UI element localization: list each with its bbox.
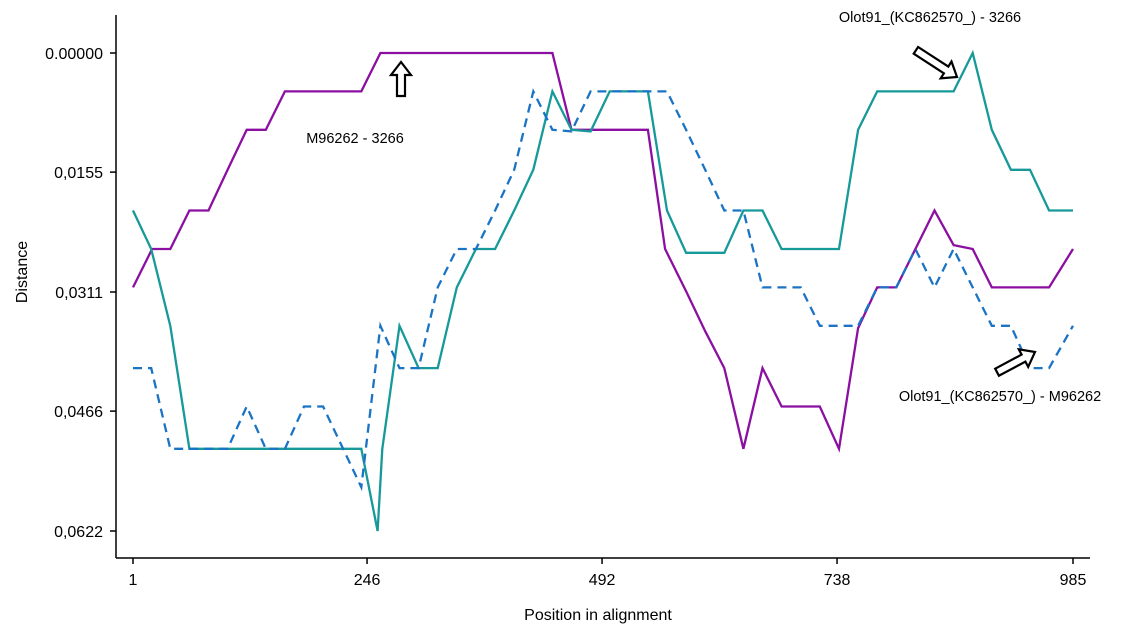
annotation-arrow-icon [993,347,1037,378]
y-axis-title: Distance [14,241,31,303]
x-tick-label: 492 [589,572,616,589]
x-tick-label: 738 [824,572,851,589]
x-tick-label: 246 [354,572,381,589]
y-tick-label: 0,0466 [54,404,103,421]
y-tick-label: 0,0622 [54,524,103,541]
y-tick-label: 0,0311 [55,285,103,302]
annotation-arrow-icon [388,60,414,98]
y-tick-label: 0.00000 [45,46,103,63]
annotation-label: Olot91_(KC862570_) - M96262 [899,389,1101,405]
series-line-1 [131,51,1074,453]
ticks: 0.00000 0,0155 0,0311 0,0466 0,0622 1 246 492 73… [45,46,1086,589]
y-tick-label: 0,0155 [54,165,103,182]
series-line-3 [133,88,1075,492]
annotation-label: M96262 - 3266 [306,131,404,147]
axes [115,15,1090,559]
annotations: M96262 - 3266 Olot91_(KC862570_) - 3266 Ol… [306,10,1101,405]
x-tick-label: 1 [129,572,138,589]
annotation-arrow-icon [912,45,959,80]
x-axis-title: Position in alignment [524,607,672,624]
series-line-2 [131,49,1073,532]
annotation-label: Olot91_(KC862570_) - 3266 [839,10,1021,26]
series-group [131,49,1075,532]
x-tick-label: 985 [1060,572,1087,589]
